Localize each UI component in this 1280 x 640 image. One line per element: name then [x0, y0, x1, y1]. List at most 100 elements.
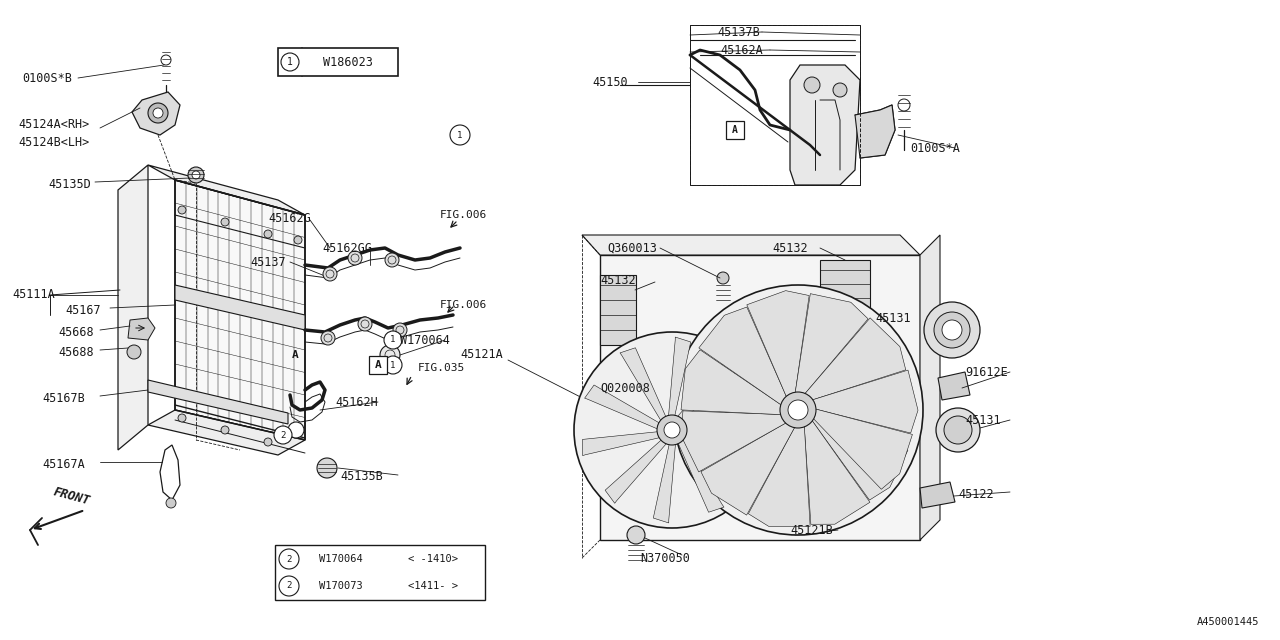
Circle shape: [833, 83, 847, 97]
Circle shape: [385, 253, 399, 267]
Polygon shape: [701, 420, 796, 515]
Bar: [369, 356, 387, 374]
Bar: [278, 48, 398, 76]
Text: W170064: W170064: [319, 554, 362, 564]
Polygon shape: [681, 430, 759, 475]
Circle shape: [323, 267, 337, 281]
Text: 45150: 45150: [591, 76, 627, 88]
Text: 91612E: 91612E: [965, 365, 1007, 378]
Polygon shape: [175, 285, 305, 330]
Polygon shape: [582, 235, 920, 255]
Circle shape: [294, 236, 302, 244]
Text: 45162GG: 45162GG: [323, 241, 372, 255]
Polygon shape: [790, 65, 860, 185]
Polygon shape: [803, 318, 906, 402]
Text: FIG.006: FIG.006: [440, 210, 488, 220]
Polygon shape: [600, 275, 636, 345]
Circle shape: [393, 323, 407, 337]
Polygon shape: [938, 372, 970, 400]
Circle shape: [348, 251, 362, 265]
Text: 2: 2: [287, 582, 292, 591]
Circle shape: [673, 285, 923, 535]
Polygon shape: [855, 105, 895, 158]
Text: N370050: N370050: [640, 552, 690, 564]
Circle shape: [622, 382, 634, 394]
Polygon shape: [148, 410, 305, 455]
Circle shape: [282, 53, 300, 71]
Circle shape: [274, 426, 292, 444]
Text: 45132: 45132: [600, 273, 636, 287]
Text: 1: 1: [457, 131, 462, 140]
Circle shape: [264, 438, 273, 446]
Circle shape: [945, 416, 972, 444]
Bar: [726, 121, 744, 139]
Text: <1411- >: <1411- >: [408, 581, 458, 591]
Polygon shape: [653, 440, 676, 523]
Circle shape: [288, 422, 305, 438]
Text: 45167B: 45167B: [42, 392, 84, 404]
Text: 45162A: 45162A: [719, 44, 763, 56]
Circle shape: [166, 498, 177, 508]
Polygon shape: [668, 337, 691, 420]
Text: 0100S*A: 0100S*A: [910, 141, 960, 154]
Text: 45137: 45137: [250, 255, 285, 269]
Circle shape: [127, 345, 141, 359]
Polygon shape: [128, 318, 155, 340]
Text: 45167A: 45167A: [42, 458, 84, 472]
Polygon shape: [809, 370, 918, 433]
Circle shape: [358, 317, 372, 331]
Text: Q360013: Q360013: [607, 241, 657, 255]
Polygon shape: [148, 165, 305, 215]
Polygon shape: [920, 235, 940, 540]
Text: W170064: W170064: [399, 333, 449, 346]
Text: 1: 1: [390, 360, 396, 369]
Text: 45121A: 45121A: [460, 349, 503, 362]
Circle shape: [451, 125, 470, 145]
Text: A: A: [375, 360, 381, 370]
Circle shape: [178, 206, 186, 214]
Circle shape: [317, 458, 337, 478]
Text: 45137B: 45137B: [717, 26, 760, 38]
Text: W170073: W170073: [319, 581, 362, 591]
Text: 1: 1: [390, 335, 396, 344]
Polygon shape: [600, 255, 920, 540]
Text: A450001445: A450001445: [1197, 617, 1260, 627]
Text: 45688: 45688: [58, 346, 93, 358]
Circle shape: [380, 345, 399, 365]
Text: FIG.035: FIG.035: [419, 363, 465, 373]
Polygon shape: [148, 380, 288, 424]
Circle shape: [188, 167, 204, 183]
Circle shape: [264, 230, 273, 238]
Polygon shape: [746, 291, 809, 400]
Circle shape: [780, 392, 817, 428]
Text: 45131: 45131: [876, 312, 910, 324]
Text: 45111A: 45111A: [12, 289, 55, 301]
Polygon shape: [676, 437, 724, 512]
Circle shape: [384, 356, 402, 374]
Polygon shape: [582, 431, 662, 456]
Polygon shape: [118, 165, 148, 450]
Text: 0100S*B: 0100S*B: [22, 72, 72, 84]
Circle shape: [942, 320, 963, 340]
Text: 1: 1: [287, 57, 293, 67]
Polygon shape: [585, 385, 663, 430]
Text: < -1410>: < -1410>: [408, 554, 458, 564]
Polygon shape: [920, 482, 955, 508]
Polygon shape: [605, 437, 668, 503]
Polygon shape: [682, 404, 762, 429]
Polygon shape: [820, 260, 870, 320]
Text: 45124A<RH>: 45124A<RH>: [18, 118, 90, 131]
Text: FRONT: FRONT: [52, 486, 92, 508]
Text: 45135D: 45135D: [49, 179, 91, 191]
Circle shape: [384, 331, 402, 349]
Polygon shape: [809, 408, 913, 489]
Polygon shape: [132, 92, 180, 135]
Polygon shape: [749, 422, 810, 526]
Circle shape: [279, 549, 300, 569]
Circle shape: [664, 422, 680, 438]
Text: 45162G: 45162G: [268, 211, 311, 225]
Text: FIG.006: FIG.006: [440, 300, 488, 310]
Text: 45162H: 45162H: [335, 396, 378, 408]
Polygon shape: [809, 410, 908, 500]
Circle shape: [936, 408, 980, 452]
